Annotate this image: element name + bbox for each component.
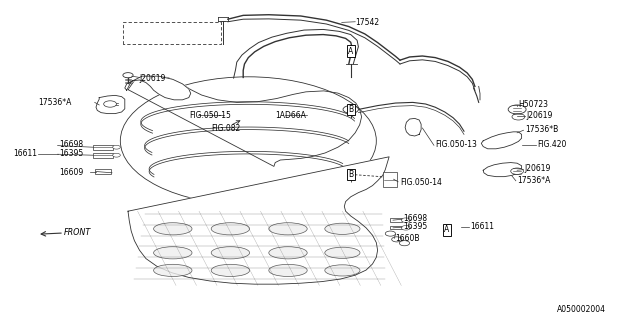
- Text: J20619: J20619: [525, 164, 551, 173]
- Circle shape: [385, 231, 396, 236]
- Text: H50723: H50723: [518, 100, 548, 109]
- Text: A: A: [444, 225, 449, 234]
- Circle shape: [123, 73, 133, 78]
- Circle shape: [401, 226, 410, 230]
- Ellipse shape: [211, 223, 250, 235]
- Circle shape: [511, 168, 524, 174]
- Polygon shape: [483, 163, 522, 177]
- Text: 1AD66A: 1AD66A: [275, 111, 306, 120]
- Ellipse shape: [120, 77, 376, 205]
- Circle shape: [508, 105, 526, 114]
- Bar: [93, 145, 113, 150]
- Circle shape: [401, 218, 410, 222]
- Text: 16611: 16611: [13, 149, 36, 158]
- Text: 17536*B: 17536*B: [525, 125, 558, 134]
- Text: 17542: 17542: [355, 18, 380, 27]
- Text: J20619: J20619: [527, 111, 553, 120]
- Ellipse shape: [269, 247, 307, 259]
- Text: 16609: 16609: [60, 168, 84, 177]
- Polygon shape: [128, 76, 362, 166]
- Text: B: B: [348, 105, 353, 114]
- Ellipse shape: [325, 223, 360, 234]
- Bar: [390, 226, 402, 229]
- Bar: [383, 172, 397, 187]
- Text: A: A: [348, 47, 353, 56]
- Text: 16395: 16395: [60, 149, 84, 158]
- Text: 17536*A: 17536*A: [38, 98, 72, 107]
- Text: FRONT: FRONT: [64, 228, 92, 237]
- Polygon shape: [481, 132, 522, 149]
- Ellipse shape: [154, 223, 192, 235]
- Circle shape: [343, 106, 358, 113]
- Polygon shape: [405, 118, 421, 136]
- Text: FIG.050-14: FIG.050-14: [400, 178, 442, 187]
- Ellipse shape: [154, 247, 192, 259]
- Circle shape: [392, 237, 402, 242]
- Ellipse shape: [211, 264, 250, 276]
- Circle shape: [399, 241, 410, 246]
- Text: A050002004: A050002004: [557, 305, 606, 314]
- Circle shape: [113, 153, 120, 157]
- Bar: [390, 218, 402, 222]
- Text: FIG.420: FIG.420: [538, 140, 567, 149]
- Text: 16698: 16698: [60, 140, 84, 149]
- Text: FIG.050-13: FIG.050-13: [435, 140, 477, 149]
- Text: 16611: 16611: [470, 222, 494, 231]
- Text: FIG.082: FIG.082: [211, 124, 241, 133]
- Circle shape: [113, 145, 120, 149]
- Ellipse shape: [154, 264, 192, 276]
- Ellipse shape: [325, 265, 360, 276]
- Ellipse shape: [211, 247, 250, 259]
- Ellipse shape: [269, 223, 307, 235]
- Text: FIG.050-15: FIG.050-15: [189, 111, 230, 120]
- Text: J20619: J20619: [140, 74, 166, 83]
- Text: B: B: [348, 170, 353, 179]
- Circle shape: [104, 101, 116, 107]
- Circle shape: [512, 114, 525, 120]
- Polygon shape: [96, 95, 125, 114]
- Ellipse shape: [325, 247, 360, 259]
- Text: 1660B: 1660B: [396, 234, 420, 243]
- Bar: [95, 169, 111, 174]
- Text: 16395: 16395: [403, 222, 428, 231]
- Polygon shape: [128, 157, 389, 284]
- Bar: [93, 153, 113, 158]
- Ellipse shape: [269, 264, 307, 276]
- Text: 16698: 16698: [403, 214, 428, 223]
- Polygon shape: [125, 76, 191, 100]
- Text: 17536*A: 17536*A: [517, 176, 550, 185]
